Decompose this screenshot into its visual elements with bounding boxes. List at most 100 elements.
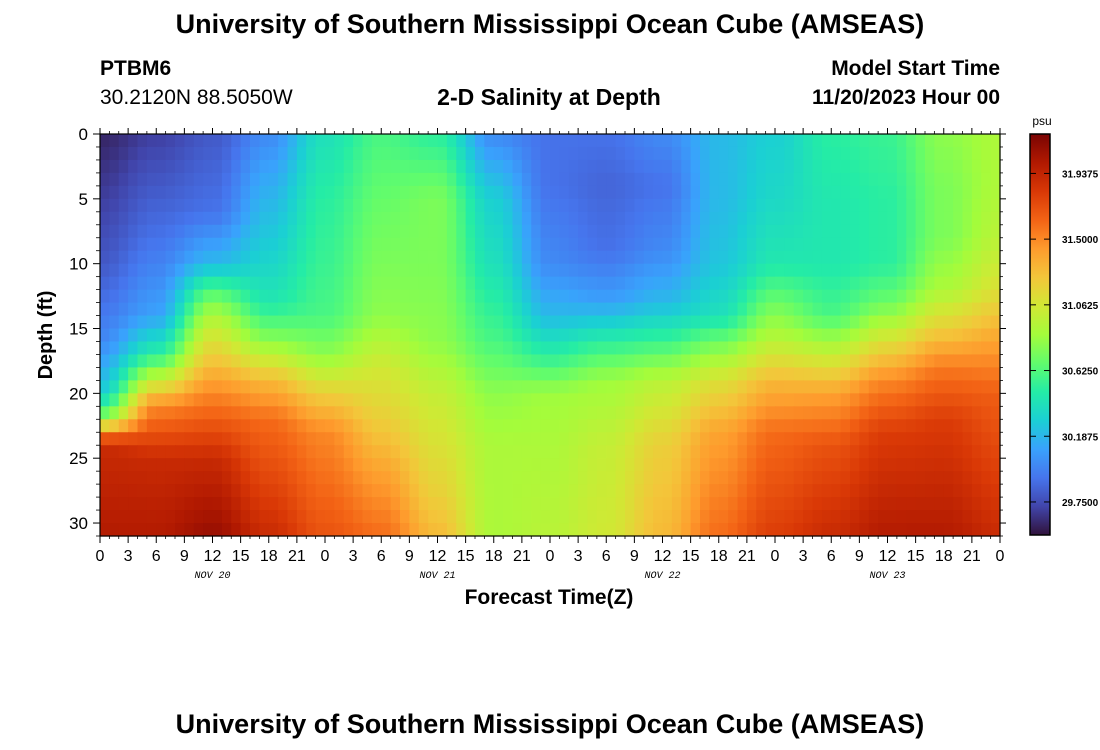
heatmap-cell (353, 406, 364, 420)
heatmap-cell (118, 263, 129, 278)
heatmap-cell (409, 497, 420, 511)
heatmap-cell (465, 432, 476, 446)
heatmap-cell (118, 471, 129, 485)
heatmap-cell (775, 458, 785, 472)
heatmap-cell (212, 198, 223, 213)
x-tick-label: 0 (546, 548, 555, 565)
heatmap-cell (240, 211, 251, 226)
heatmap-cell (212, 484, 223, 498)
heatmap-cell (109, 146, 120, 161)
heatmap-cell (578, 250, 589, 265)
heatmap-cell (306, 289, 317, 304)
heatmap-cell (906, 263, 917, 278)
heatmap-cell (109, 393, 120, 407)
heatmap-cell (503, 146, 514, 161)
heatmap-cell (793, 510, 804, 524)
heatmap-cell (906, 497, 917, 511)
heatmap-cell (812, 185, 823, 200)
heatmap-cell (821, 354, 832, 369)
heatmap-cell (784, 341, 795, 356)
heatmap-cell (371, 224, 382, 239)
heatmap-cell (156, 393, 167, 407)
heatmap-cell (118, 367, 129, 381)
heatmap-cell (765, 445, 776, 459)
heatmap-cell (868, 523, 879, 537)
heatmap-cell (240, 406, 251, 420)
heatmap-cell (296, 341, 307, 356)
heatmap-cell (756, 484, 767, 498)
heatmap-cell (231, 419, 242, 433)
heatmap-cell (700, 523, 710, 537)
heatmap-cell (868, 328, 879, 343)
heatmap-cell (728, 328, 739, 343)
heatmap-cell (681, 237, 692, 252)
heatmap-cell (156, 302, 167, 317)
heatmap-cell (268, 393, 279, 407)
heatmap-cell (643, 185, 654, 200)
heatmap-cell (240, 354, 251, 369)
heatmap-cell (146, 445, 157, 459)
heatmap-cell (793, 315, 804, 330)
heatmap-cell (221, 432, 232, 446)
heatmap-cell (109, 341, 120, 356)
heatmap-cell (878, 523, 889, 537)
heatmap-cell (418, 354, 429, 369)
heatmap-cell (146, 393, 157, 407)
heatmap-cell (803, 159, 814, 174)
x-tick-label: 9 (405, 548, 414, 565)
heatmap-cell (634, 484, 645, 498)
heatmap-cell (231, 185, 242, 200)
heatmap-cell (100, 250, 110, 265)
heatmap-cell (475, 328, 485, 343)
heatmap-cell (531, 250, 542, 265)
heatmap-cell (156, 237, 167, 252)
heatmap-cell (465, 445, 476, 459)
heatmap-cell (493, 302, 504, 317)
heatmap-cell (184, 458, 195, 472)
heatmap-cell (971, 419, 982, 433)
heatmap-cell (512, 146, 523, 161)
heatmap-cell (596, 159, 607, 174)
heatmap-cell (915, 224, 926, 239)
heatmap-cell (371, 484, 382, 498)
heatmap-cell (503, 393, 514, 407)
heatmap-cell (653, 471, 664, 485)
heatmap-cell (437, 445, 448, 459)
heatmap-cell (868, 211, 879, 226)
heatmap-cell (484, 367, 495, 381)
heatmap-cell (240, 276, 251, 291)
heatmap-cell (231, 432, 242, 446)
heatmap-cell (109, 458, 120, 472)
heatmap-cell (446, 419, 457, 433)
heatmap-cell (400, 484, 410, 498)
heatmap-cell (137, 354, 148, 369)
heatmap-cell (390, 172, 401, 187)
heatmap-cell (465, 419, 476, 433)
heatmap-cell (756, 510, 767, 524)
heatmap-cell (671, 198, 682, 213)
heatmap-cell (990, 185, 1001, 200)
heatmap-cell (746, 510, 757, 524)
heatmap-cell (559, 367, 570, 381)
heatmap-cell (175, 146, 185, 161)
y-axis-label: Depth (ft) (35, 291, 57, 380)
heatmap-cell (859, 315, 870, 330)
heatmap-cell (915, 406, 926, 420)
heatmap-cell (643, 315, 654, 330)
heatmap-cell (418, 289, 429, 304)
heatmap-cell (925, 510, 935, 524)
heatmap-cell (268, 497, 279, 511)
heatmap-cell (137, 276, 148, 291)
heatmap-cell (540, 406, 551, 420)
heatmap-cell (540, 146, 551, 161)
heatmap-cell (793, 185, 804, 200)
heatmap-cell (231, 406, 242, 420)
heatmap-cell (390, 146, 401, 161)
heatmap-cell (981, 523, 992, 537)
heatmap-cell (606, 380, 617, 394)
heatmap-cell (990, 315, 1001, 330)
heatmap-cell (446, 523, 457, 537)
heatmap-cell (943, 419, 954, 433)
heatmap-cell (653, 523, 664, 537)
heatmap-cell (821, 159, 832, 174)
